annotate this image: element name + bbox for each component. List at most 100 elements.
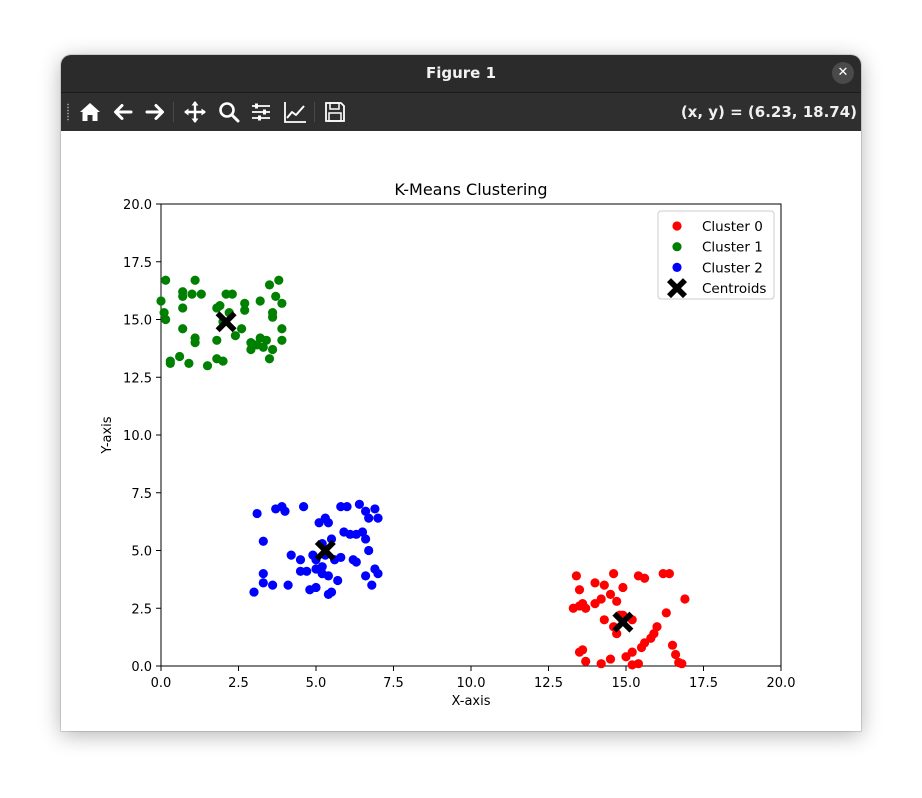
cluster-2-point	[323, 518, 333, 528]
pan-button[interactable]	[182, 99, 208, 125]
cluster-2-point	[258, 536, 268, 546]
cluster-1-point	[237, 324, 247, 334]
cluster-2-point	[361, 571, 371, 581]
cluster-2-point	[249, 587, 259, 597]
configure-subplots-button[interactable]	[248, 99, 274, 125]
cluster-1-point	[268, 312, 278, 322]
cluster-0-point	[578, 599, 588, 609]
home-icon	[80, 103, 100, 121]
cluster-1-point	[264, 354, 275, 364]
edit-axis-button[interactable]	[282, 99, 308, 125]
figure-canvas[interactable]: 0.0 2.5 5.0 7.5 10.0 12.5 15.0 17.5 20.0 0.0 2.5 5…	[61, 131, 861, 731]
back-button[interactable]	[110, 99, 136, 125]
cluster-2-point	[299, 502, 309, 512]
cluster-1-point	[246, 338, 256, 348]
cluster-0-point	[612, 596, 622, 606]
edit-axis-icon	[284, 102, 306, 123]
cluster-1-point	[184, 358, 194, 368]
cluster-2-point	[373, 569, 383, 579]
cluster-1-point	[156, 296, 166, 306]
cluster-1-point	[240, 298, 250, 308]
forward-arrow-icon	[145, 104, 164, 120]
y-tick-label: 17.5	[123, 256, 152, 271]
cluster-1-point	[215, 301, 225, 311]
cluster-1-point	[271, 291, 281, 301]
cluster-2-point	[311, 582, 321, 593]
cluster-0-point	[571, 571, 581, 581]
legend-label: Cluster 0	[702, 219, 763, 235]
cluster-2-point	[351, 557, 361, 567]
cluster-1-point	[190, 275, 200, 285]
x-tick-label: 2.5	[228, 676, 249, 691]
toolbar-grip[interactable]	[66, 103, 70, 121]
x-tick-label: 5.0	[306, 676, 327, 691]
cluster-0-point	[599, 580, 609, 590]
toolbar-separator	[314, 102, 315, 122]
cluster-0-point	[661, 608, 671, 618]
cluster-2-point	[357, 527, 368, 537]
cluster-2-point	[354, 499, 364, 509]
cluster-2-point	[258, 578, 268, 588]
cluster-1-point	[178, 324, 188, 334]
cluster-1-point	[161, 314, 171, 325]
close-button[interactable]: ✕	[832, 62, 854, 84]
scatter-chart: 0.0 2.5 5.0 7.5 10.0 12.5 15.0 17.5 20.0 0.0 2.5 5…	[100, 180, 795, 709]
x-tick-label: 10.0	[457, 676, 486, 691]
toolbar-separator	[173, 102, 174, 122]
x-tick-label: 17.5	[689, 676, 718, 691]
chart-title: K-Means Clustering	[394, 180, 547, 199]
home-button[interactable]	[77, 99, 103, 125]
forward-button[interactable]	[142, 99, 168, 125]
cluster-0-point	[618, 582, 628, 593]
legend-cluster-1-marker	[672, 242, 682, 252]
y-tick-label: 5.0	[131, 545, 152, 560]
cluster-2-point	[252, 508, 262, 519]
y-tick-label: 20.0	[123, 198, 152, 213]
cluster-1-point	[255, 296, 265, 306]
save-button[interactable]	[322, 99, 348, 125]
x-tick-label: 15.0	[612, 676, 641, 691]
cluster-2-point	[342, 502, 352, 512]
cluster-0-point	[680, 594, 690, 604]
cluster-0-point	[652, 622, 662, 632]
cluster-1-point	[264, 280, 275, 290]
legend-label: Cluster 1	[702, 240, 763, 256]
cluster-2-point	[367, 580, 377, 590]
cluster-1-point	[274, 275, 284, 285]
cluster-0-point	[574, 585, 585, 595]
cluster-2-point	[295, 555, 306, 565]
cluster-0-point	[677, 659, 687, 669]
legend-label: Cluster 2	[702, 260, 763, 276]
zoom-button[interactable]	[216, 99, 242, 125]
pan-icon	[184, 101, 206, 123]
cluster-2-point	[364, 513, 374, 523]
cluster-2-point	[326, 534, 337, 544]
cluster-1-point	[178, 291, 188, 301]
y-axis-label: Y-axis	[100, 416, 115, 454]
cluster-1-point	[230, 331, 240, 341]
cluster-1-point	[161, 275, 171, 285]
cluster-2-point	[370, 504, 380, 514]
cluster-2-point	[361, 534, 371, 544]
centroid-marker	[612, 611, 634, 633]
cluster-0-point	[627, 660, 637, 670]
x-tick-label: 12.5	[534, 676, 563, 691]
cluster-0-point	[667, 640, 678, 650]
cluster-1-point	[227, 289, 237, 299]
centroid-marker	[215, 311, 237, 333]
save-icon	[325, 102, 345, 122]
legend-box	[657, 210, 775, 300]
cluster-0-point	[590, 578, 600, 588]
x-tick-label: 0.0	[151, 676, 172, 691]
cluster-1-point	[277, 298, 287, 308]
cluster-1-point	[212, 335, 222, 345]
cluster-1-point	[277, 335, 287, 345]
x-tick-label: 7.5	[383, 676, 404, 691]
cluster-1-point	[175, 351, 185, 362]
cluster-1-point	[202, 361, 213, 371]
cluster-0-point	[574, 647, 585, 657]
legend-label: Centroids	[702, 281, 766, 297]
y-tick-label: 10.0	[123, 429, 152, 444]
cluster-2-point	[364, 545, 374, 556]
cluster-1-point	[190, 338, 200, 348]
